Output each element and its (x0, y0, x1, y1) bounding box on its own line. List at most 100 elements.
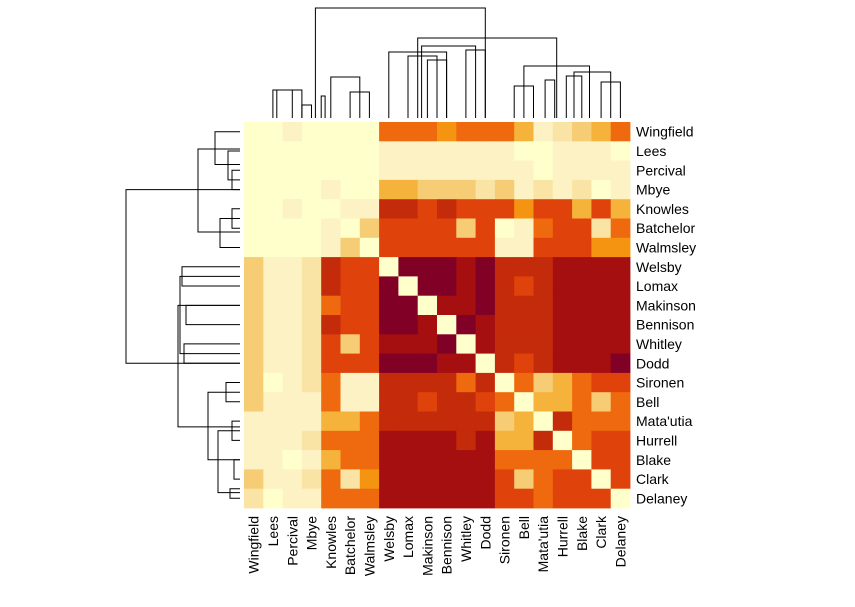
heatmap-cell-bennison-makinson (417, 315, 438, 335)
heatmap-cell-hurrell-mata-utia (533, 430, 554, 451)
col-label-wingfield: Wingfield (246, 516, 262, 574)
heatmap-cell-bennison-wingfield (244, 315, 264, 335)
heatmap-cell-mata-utia-sironen (494, 411, 515, 432)
heatmap-cell-whitley-whitley (456, 334, 476, 354)
heatmap-cell-sironen-mata-utia (533, 372, 554, 393)
heatmap-cell-mata-utia-lomax (398, 411, 419, 432)
heatmap-cell-mata-utia-hurrell (552, 411, 573, 432)
col-dendro-merge-2 (272, 89, 293, 118)
col-dendro-merge-15 (421, 45, 477, 118)
col-label-lomax: Lomax (400, 516, 416, 558)
heatmap-cell-dodd-lomax (398, 353, 419, 374)
heatmap-cell-makinson-dodd (475, 295, 496, 316)
heatmap-cell-lomax-lomax (398, 276, 419, 297)
heatmap-cell-walmsley-knowles (321, 237, 341, 258)
row-label-lees: Lees (636, 143, 666, 159)
heatmap-cell-hurrell-delaney (610, 430, 631, 451)
heatmap-cell-hurrell-mbye (301, 430, 322, 451)
col-label-blake: Blake (574, 516, 590, 551)
heatmap-cell-mbye-knowles (321, 179, 341, 200)
col-label-dodd: Dodd (477, 516, 493, 549)
heatmap-cell-clark-batchelor (340, 469, 361, 490)
heatmap-cell-lees-percival (282, 141, 303, 161)
heatmap-cell-batchelor-mata-utia (533, 218, 554, 239)
heatmap-cell-knowles-hurrell (552, 199, 573, 219)
heatmap-cell-walmsley-walmsley (359, 237, 380, 258)
heatmap-cell-makinson-welsby (379, 295, 399, 316)
heatmap-cell-whitley-delaney (610, 334, 631, 354)
heatmap-cell-percival-sironen (494, 160, 515, 181)
heatmap-cell-wingfield-whitley (456, 122, 476, 142)
col-label-bennison: Bennison (439, 516, 455, 574)
heatmap-cell-batchelor-lees (263, 218, 283, 239)
heatmap-cell-mata-utia-whitley (456, 411, 476, 432)
heatmap-cell-percival-lomax (398, 160, 419, 181)
heatmap-cell-batchelor-whitley (456, 218, 476, 239)
heatmap-cell-blake-mata-utia (533, 450, 554, 470)
row-dendro-merge-1 (227, 150, 240, 181)
heatmap-cell-sironen-clark (591, 372, 612, 393)
heatmap-cell-bell-blake (572, 392, 592, 412)
heatmap-cell-lees-hurrell (552, 141, 573, 161)
heatmap-cell-bennison-mbye (301, 315, 322, 335)
heatmap-cell-makinson-bell (514, 295, 534, 316)
col-label-lees: Lees (265, 516, 281, 546)
heatmap-cell-wingfield-mbye (301, 122, 322, 142)
heatmap-cell-mbye-clark (591, 179, 612, 200)
heatmap-cell-sironen-sironen (494, 372, 515, 393)
heatmap-cell-lees-mbye (301, 141, 322, 161)
heatmap-cell-wingfield-knowles (321, 122, 341, 142)
heatmap-cell-dodd-wingfield (244, 353, 264, 374)
heatmap-cell-welsby-dodd (475, 257, 496, 277)
heatmap-cell-hurrell-hurrell (552, 430, 573, 451)
row-label-lomax: Lomax (636, 278, 678, 294)
heatmap-cell-wingfield-wingfield (244, 122, 264, 142)
heatmap-cell-sironen-batchelor (340, 372, 361, 393)
heatmap-cell-lomax-batchelor (340, 276, 361, 297)
heatmap-cell-knowles-knowles (321, 199, 341, 219)
col-label-bell: Bell (516, 516, 532, 539)
heatmap-cell-percival-batchelor (340, 160, 361, 181)
heatmap-cell-makinson-batchelor (340, 295, 361, 316)
heatmap-cell-bennison-welsby (379, 315, 399, 335)
row-dendro-merge-4 (219, 218, 240, 248)
heatmap-cell-sironen-delaney (610, 372, 631, 393)
heatmap-cell-sironen-lomax (398, 372, 419, 393)
heatmap-cell-welsby-walmsley (359, 257, 380, 277)
heatmap-cell-lees-batchelor (340, 141, 361, 161)
heatmap-cell-lomax-mata-utia (533, 276, 554, 297)
heatmap-cell-bell-mbye (301, 392, 322, 412)
col-label-sironen: Sironen (497, 516, 513, 564)
heatmap-cell-bennison-walmsley (359, 315, 380, 335)
heatmap-cell-dodd-dodd (475, 353, 496, 374)
heatmap-cell-lomax-sironen (494, 276, 515, 297)
heatmap-cell-bennison-hurrell (552, 315, 573, 335)
heatmap-cell-lomax-bell (514, 276, 534, 297)
heatmap-cell-bell-makinson (417, 392, 438, 412)
heatmap-cell-percival-dodd (475, 160, 496, 181)
heatmap-cell-percival-welsby (379, 160, 399, 181)
heatmap-cell-makinson-percival (282, 295, 303, 316)
heatmap-cell-walmsley-bennison (437, 237, 457, 258)
heatmap-cell-percival-whitley (456, 160, 476, 181)
heatmap-cell-batchelor-walmsley (359, 218, 380, 239)
heatmap-cell-batchelor-bell (514, 218, 534, 239)
heatmap-cell-mbye-blake (572, 179, 592, 200)
heatmap-cell-clark-clark (591, 469, 612, 490)
heatmap-cell-mata-utia-batchelor (340, 411, 361, 432)
heatmap-cell-welsby-sironen (494, 257, 515, 277)
heatmap-cell-knowles-mbye (301, 199, 322, 219)
heatmap-cell-knowles-bennison (437, 199, 457, 219)
heatmap-cell-bell-mata-utia (533, 392, 554, 412)
heatmap-cell-walmsley-lomax (398, 237, 419, 258)
heatmap-cell-mbye-hurrell (552, 179, 573, 200)
col-label-makinson: Makinson (419, 516, 435, 576)
col-label-knowles: Knowles (323, 516, 339, 569)
heatmap-cell-batchelor-blake (572, 218, 592, 239)
heatmap-cell-clark-bell (514, 469, 534, 490)
heatmap-cell-wingfield-walmsley (359, 122, 380, 142)
heatmap-cell-hurrell-lomax (398, 430, 419, 451)
heatmap-cell-mbye-percival (282, 179, 303, 200)
heatmap-cell-batchelor-batchelor (340, 218, 361, 239)
row-label-percival: Percival (636, 162, 686, 178)
